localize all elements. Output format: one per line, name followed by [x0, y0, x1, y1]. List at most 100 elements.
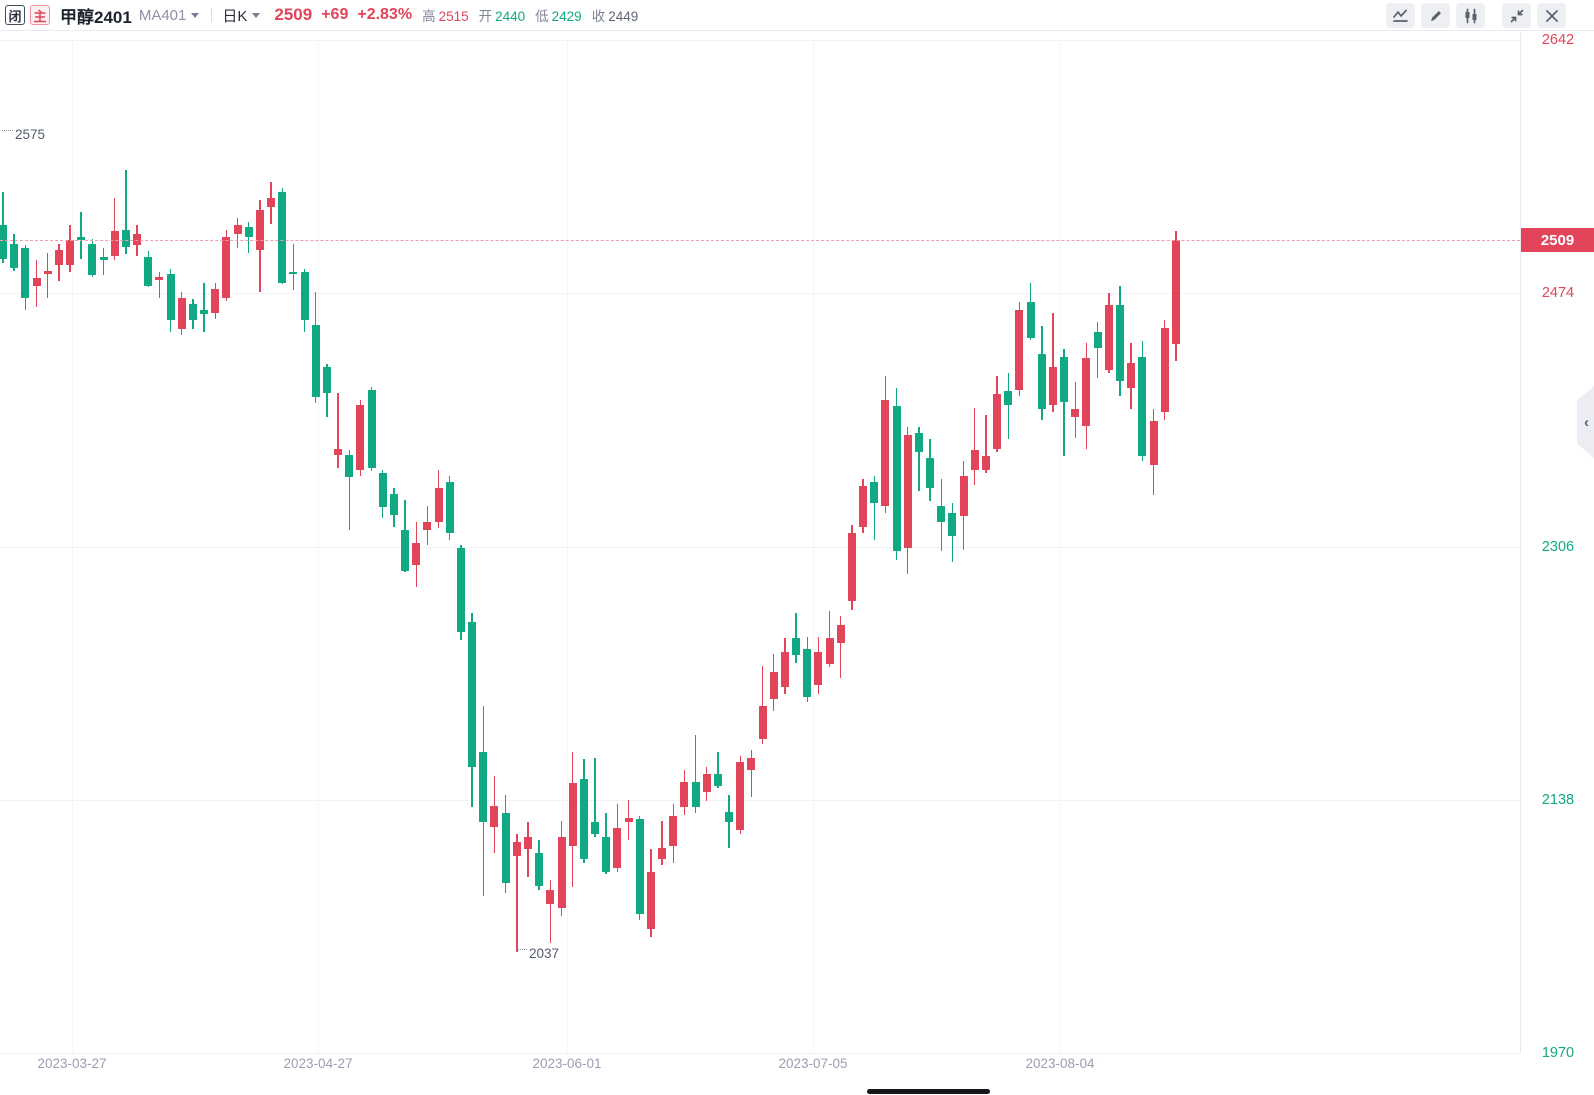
candle-body	[233, 225, 242, 235]
candle-wick	[158, 272, 161, 298]
candle-body	[222, 237, 231, 298]
candle-body	[836, 624, 845, 643]
candle-body	[278, 192, 287, 283]
candle-body	[624, 817, 633, 823]
candle-body	[389, 493, 398, 515]
candle-body	[579, 778, 588, 859]
candle-wick	[694, 734, 697, 814]
candle-wick	[292, 243, 295, 291]
shrink-button[interactable]	[1502, 3, 1531, 28]
symbol-dropdown-caret-icon[interactable]	[191, 12, 200, 18]
sidebar-collapse-tab[interactable]: ‹	[1577, 386, 1594, 458]
period-dropdown-caret-icon[interactable]	[252, 12, 261, 18]
candle-wick	[248, 222, 250, 253]
y-axis-label: 1970	[1541, 1045, 1575, 1061]
candle-body	[10, 243, 19, 268]
grid-line-horizontal	[0, 546, 1520, 548]
candle-body	[926, 457, 935, 488]
candle-body	[993, 394, 1002, 449]
candle-body	[803, 649, 812, 698]
candle-wick	[750, 750, 753, 797]
low-price-marker: 2037	[516, 946, 559, 961]
candle-wick	[761, 665, 764, 744]
draw-button[interactable]	[1421, 3, 1450, 28]
x-axis-label: 2023-03-27	[37, 1056, 107, 1071]
candle-body	[747, 757, 756, 770]
bottom-drag-handle[interactable]	[867, 1089, 990, 1094]
candle-body	[881, 400, 890, 506]
y-axis-label: 2138	[1541, 791, 1575, 808]
candle-body	[1082, 358, 1091, 426]
candle-body	[99, 257, 108, 261]
candle-body	[970, 450, 979, 470]
candle-body	[870, 481, 879, 503]
candle-body	[658, 847, 667, 859]
candle-wick	[873, 475, 875, 541]
candle-body	[725, 811, 734, 823]
grid-line-vertical	[567, 40, 568, 1053]
line-chart-icon	[1393, 9, 1408, 22]
candle-wick	[114, 198, 116, 261]
candle-body	[300, 272, 309, 321]
candle-wick	[125, 169, 127, 255]
stat-high: 高 2515	[422, 9, 469, 24]
y-axis-label: 2306	[1541, 538, 1575, 555]
y-axis-label: 2642	[1541, 32, 1575, 48]
candle-wick	[918, 427, 920, 491]
dotted-leader	[2, 129, 13, 131]
candle-wick	[661, 820, 663, 865]
candle-body	[311, 324, 320, 398]
candle-wick	[1007, 373, 1009, 440]
candle-body	[456, 548, 465, 633]
high-price-marker: 2575	[2, 127, 45, 142]
candle-wick	[348, 450, 350, 530]
x-axis-label: 2023-08-04	[1025, 1056, 1095, 1071]
market-closed-badge: 闭	[5, 5, 25, 25]
candle-body	[0, 225, 7, 259]
candle-body	[121, 229, 130, 247]
line-chart-button[interactable]	[1386, 3, 1415, 28]
candle-body	[434, 487, 443, 523]
last-price-dash-line	[0, 240, 1520, 242]
candle-body	[401, 529, 410, 571]
candle-body	[334, 448, 343, 455]
candle-body	[669, 816, 678, 847]
stat-low: 低 2429	[535, 9, 582, 24]
candle-body	[200, 309, 209, 315]
candle-body	[479, 751, 488, 823]
candle-wick	[46, 252, 49, 298]
last-price: 2509	[274, 5, 313, 24]
low-price-marker-text: 2037	[529, 946, 560, 961]
candle-body	[914, 433, 923, 452]
candle-body	[892, 406, 901, 551]
candle-body	[144, 257, 153, 286]
candle-body	[847, 532, 856, 601]
candle-body	[758, 706, 767, 740]
candle-body	[1037, 353, 1046, 410]
indicator-button[interactable]	[1456, 3, 1485, 28]
x-axis-label: 2023-04-27	[283, 1056, 353, 1071]
candle-wick	[1063, 349, 1065, 457]
candlestick-chart-plot[interactable]: 2575 2037	[0, 31, 1520, 1095]
candle-body	[937, 505, 946, 523]
candle-wick	[337, 392, 339, 469]
candle-body	[188, 303, 197, 321]
candle-body	[133, 234, 142, 245]
candle-body	[32, 278, 41, 286]
candle-body	[814, 652, 823, 686]
chevron-left-icon: ‹	[1584, 413, 1589, 431]
price-change: +69	[321, 6, 349, 23]
candle-body	[680, 781, 689, 808]
x-axis-label: 2023-07-05	[778, 1056, 848, 1071]
candle-body	[322, 367, 331, 393]
candle-wick	[203, 282, 205, 333]
close-button[interactable]	[1537, 3, 1566, 28]
symbol-code[interactable]: MA401	[138, 6, 187, 24]
x-axis-label: 2023-06-01	[532, 1056, 602, 1071]
candle-wick	[594, 757, 596, 838]
candle-body	[903, 434, 912, 548]
period-selector[interactable]: 日K	[222, 7, 248, 25]
symbol-name: 甲醇2401	[60, 7, 132, 27]
shrink-icon	[1510, 9, 1523, 22]
candle-body	[959, 475, 968, 517]
